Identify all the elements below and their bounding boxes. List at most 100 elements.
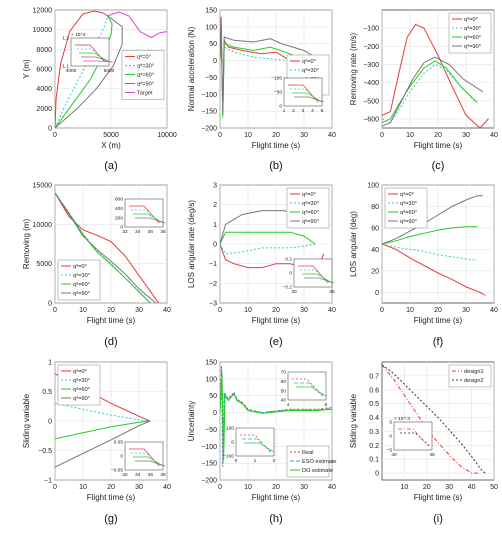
legend-entry: qᵈ=30° [400, 200, 417, 207]
series-line [382, 60, 478, 124]
series-line [107, 11, 167, 39]
inset: 30 35 −0.2 0 0.2 [283, 257, 335, 295]
inset-x-tick-label: 36 [148, 472, 154, 478]
x-tick-label: 40 [163, 307, 171, 314]
x-tick-label: 30 [300, 484, 308, 491]
y-tick-label: 0.3 [369, 429, 379, 436]
y-axis-label: LOS angular rate (deg/s) [187, 200, 196, 288]
legend-entry: qᵈ=90° [137, 81, 154, 88]
x-tick-label: 30 [135, 484, 143, 491]
legend: qᵈ=0° qᵈ=30° qᵈ=60° qᵈ=90° [448, 12, 492, 54]
y-tick-label: 0 [213, 58, 217, 65]
legend-entry: qᵈ=60° [464, 34, 481, 41]
x-tick-label: 40 [328, 132, 336, 139]
inset-series-line [294, 96, 325, 103]
inset-x-tick-label: 30 [291, 289, 297, 295]
inset-y-tick-label: 0.2 [285, 257, 292, 263]
legend-entry: qᵈ=30° [137, 63, 154, 70]
y-tick-label: 3 [213, 183, 217, 190]
x-tick-label: 20 [272, 307, 280, 314]
x-tick-label: 20 [434, 307, 442, 314]
series-group [382, 364, 486, 474]
legend-entry: qᵈ=0° [464, 16, 478, 23]
legend-entry: qᵈ=0° [400, 191, 414, 198]
y-tick-label: 150 [205, 360, 217, 367]
y-tick-label: −400 [363, 80, 379, 87]
y-tick-label: 4000 [36, 86, 52, 93]
x-tick-label: 20 [272, 484, 280, 491]
series-group [382, 23, 489, 128]
inset: 32 34 36 38 −0.05 0 0.05 [111, 440, 166, 478]
panel-label: (h) [269, 513, 282, 525]
y-tick-label: 50 [209, 41, 217, 48]
x-axis-label: Flight time (s) [414, 493, 463, 502]
y-tick-label: 20 [371, 268, 379, 275]
series-line [382, 56, 484, 127]
inset-x-tick-label: 2 [292, 108, 295, 114]
inset: 1 2 3 4 5 0 −50 −100 [271, 76, 325, 114]
y-tick-label: 80 [371, 204, 379, 211]
panel-g: 0 10 20 30 40 −1 −0.5 0 0.5 1 Flight time (s) Slidi… [22, 360, 171, 526]
x-tick-label: 10 [406, 307, 414, 314]
inset-x-tick-label: 1 [254, 458, 257, 464]
y-tick-label: −200 [201, 126, 217, 133]
inset: 32 34 36 38 0 200 400 600 [115, 197, 166, 235]
inset-x-tick-label: 32 [122, 229, 128, 235]
series-line [382, 243, 486, 296]
inset-x-tick-label: 5 [321, 108, 324, 114]
legend-entry: qᵈ=30° [302, 67, 319, 74]
inset-y-tick-label: −50 [274, 90, 282, 96]
inset-series-line [242, 438, 273, 453]
y-axis-label: LOS angular (deg) [349, 211, 358, 277]
panel-a: 0 5000 10000 0 2000 4000 6000 8000 10000 12000 X (… [22, 8, 177, 173]
x-tick-label: 30 [462, 307, 470, 314]
panel-label: (a) [104, 160, 117, 172]
inset-series-line [244, 442, 275, 453]
inset-series-line [302, 273, 333, 284]
legend-entry: qᵈ=90° [464, 43, 481, 50]
y-tick-label: −50 [205, 75, 217, 82]
inset-y-tick-label: −0.2 [283, 285, 293, 291]
legend-entry: design2 [464, 378, 484, 384]
y-tick-label: −1 [44, 478, 52, 485]
inset-y-tick-label: −100 [223, 454, 234, 460]
inset-y-tick-label: 60 [281, 379, 287, 385]
inset-x-tick-label: 4000 [66, 68, 77, 74]
series-line [55, 420, 151, 440]
panel-c: 0 10 20 30 40 −600 −500 −400 −300 −200 −100 Flight … [349, 9, 498, 172]
series-line [220, 26, 316, 118]
legend-entry: qᵈ=90° [73, 290, 90, 297]
y-tick-label: 0 [48, 301, 52, 308]
x-tick-label: 0 [218, 484, 222, 491]
series-line [220, 368, 332, 464]
inset-y-tick-label: 70 [281, 370, 287, 376]
x-axis-label: Flight time (s) [87, 493, 136, 502]
inset-y-tick-label: 600 [115, 197, 123, 203]
y-tick-label: 0.7 [369, 373, 379, 380]
inset-x-tick-label: 3 [302, 108, 305, 114]
x-axis-label: Flight time (s) [252, 316, 301, 325]
y-tick-label: 0.5 [369, 401, 379, 408]
legend-entry: qᵈ=0° [73, 368, 87, 375]
x-tick-label: 20 [423, 484, 431, 491]
y-tick-label: 0 [48, 126, 52, 133]
x-axis-label: Flight time (s) [414, 141, 463, 150]
inset-y-tick-label: 5 [389, 420, 392, 426]
legend-entry: Target [137, 91, 153, 97]
x-axis-label: X (m) [101, 141, 121, 150]
y-tick-label: −100 [201, 444, 217, 451]
x-tick-label: 30 [135, 307, 143, 314]
x-tick-label: 40 [468, 484, 476, 491]
y-tick-label: 60 [371, 225, 379, 232]
inset-y-tick-label: 1.2 [62, 36, 69, 42]
legend-entry: qᵈ=90° [400, 218, 417, 225]
legend-entry: qᵈ=60° [73, 386, 90, 393]
inset-y-tick-label: 50 [281, 388, 287, 394]
y-tick-label: −0.5 [38, 448, 52, 455]
x-tick-label: 40 [490, 132, 498, 139]
inset-x-tick-label: 38 [160, 472, 166, 478]
y-tick-label: 8000 [36, 47, 52, 54]
y-tick-label: 0.1 [369, 457, 379, 464]
x-tick-label: 30 [445, 484, 453, 491]
y-tick-label: 0.5 [42, 389, 52, 396]
